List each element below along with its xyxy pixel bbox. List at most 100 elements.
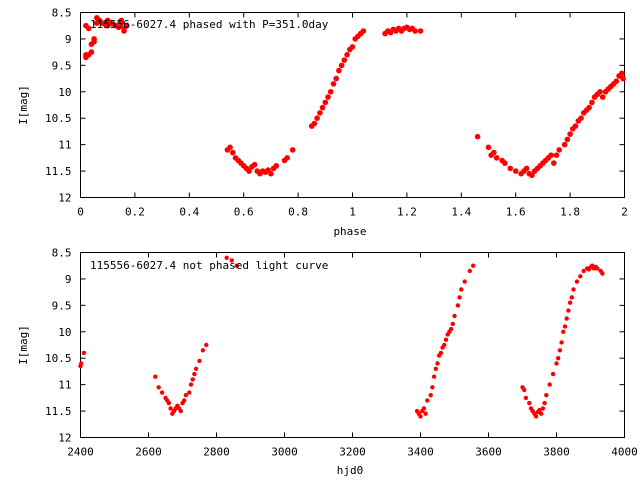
phased-plot-y-tick-label: 9.5 — [52, 59, 72, 72]
phased-plot-data-point — [85, 25, 92, 32]
phased-plot-x-tick-label: 0.6 — [234, 206, 254, 219]
phased-plot-x-axis-label: phase — [333, 225, 366, 238]
phased-plot-data-points — [83, 14, 626, 179]
unphased-plot-data-point — [229, 258, 234, 263]
phased-plot-data-point — [564, 136, 571, 143]
phased-plot-data-point — [556, 147, 562, 153]
unphased-plot-data-point — [178, 408, 183, 414]
unphased-plot-data-point — [554, 361, 559, 366]
phased-plot-data-point — [311, 120, 318, 127]
phased-plot-data-point — [319, 104, 326, 111]
unphased-plot-data-point — [595, 266, 600, 271]
phased-plot-y-tick-label: 10 — [58, 86, 71, 99]
unphased-plot-data-point — [182, 398, 187, 403]
phased-plot-data-point — [336, 67, 342, 74]
phased-plot-data-point — [619, 70, 625, 77]
phased-plot-data-point — [599, 94, 606, 100]
unphased-plot-data-point — [418, 414, 423, 419]
unphased-plot-data-point — [455, 303, 461, 308]
phased-plot-data-point — [553, 152, 560, 158]
unphased-plot-y-tick-labels: 8.5 9 9.5 10 10.5 11 11.5 12 — [45, 247, 72, 445]
unphased-plot-data-point — [544, 393, 549, 398]
unphased-plot-y-tick-label: 9.5 — [52, 299, 72, 312]
phased-plot-data-point — [273, 163, 280, 169]
unphased-plot-title: 115556-6027.4 not phased light curve — [90, 259, 328, 272]
phased-plot-y-tick-label: 11 — [58, 139, 71, 152]
phased-plot-data-point — [284, 155, 291, 161]
phased-plot-x-tick-label: 0.4 — [179, 206, 199, 219]
phased-plot-y-tick-label: 12 — [58, 192, 71, 205]
phased-plot-data-point — [529, 172, 535, 179]
unphased-plot-data-point — [234, 263, 240, 268]
phased-plot-data-point — [314, 115, 320, 121]
phased-plot-data-point — [551, 160, 557, 166]
unphased-plot-y-tick-label: 10 — [58, 326, 71, 339]
unphased-plot-data-point — [430, 385, 435, 390]
phased-plot-data-point — [333, 75, 340, 82]
unphased-plot-x-tick-label: 2800 — [203, 446, 230, 459]
unphased-plot-data-point — [559, 340, 564, 345]
phased-plot-y-tick-label: 11.5 — [45, 165, 72, 178]
phased-plot-data-point — [322, 99, 329, 106]
unphased-plot-data-point — [542, 400, 547, 406]
unphased-plot-data-point — [187, 390, 192, 395]
phased-plot-data-point — [417, 28, 424, 34]
unphased-plot-data-point — [224, 255, 229, 260]
unphased-plot-data-point — [564, 316, 569, 321]
phased-plot-data-point — [344, 52, 350, 58]
phased-plot-x-tick-label: 2 — [621, 206, 628, 219]
unphased-plot-data-point — [561, 329, 566, 334]
phased-plot-data-point — [491, 149, 497, 156]
unphased-plot-ticks — [80, 252, 625, 438]
unphased-plot-data-point — [527, 400, 532, 406]
phased-plot-x-tick-label: 1.8 — [560, 206, 580, 219]
phased-plot-data-point — [121, 28, 127, 34]
unphased-plot-data-point — [571, 287, 576, 292]
unphased-plot-data-point — [452, 313, 457, 319]
unphased-plot-data-point — [188, 382, 194, 387]
phased-plot-data-point — [349, 44, 356, 50]
phased-plot-data-point — [341, 57, 348, 63]
unphased-plot-data-point — [153, 374, 158, 379]
phased-plot-data-point — [325, 94, 331, 100]
unphased-plot-data-point — [192, 371, 197, 377]
phased-plot-data-point — [289, 147, 296, 153]
phased-plot-data-point — [412, 28, 418, 34]
phased-plot-x-tick-label: 0.2 — [125, 206, 145, 219]
unphased-plot-x-tick-label: 3600 — [475, 446, 502, 459]
unphased-plot-x-tick-label: 3400 — [407, 446, 434, 459]
phased-plot-data-point — [620, 75, 626, 82]
unphased-plot-data-point — [423, 411, 428, 416]
unphased-plot-y-tick-label: 11.5 — [45, 405, 72, 418]
phased-plot-x-tick-label: 1.4 — [451, 206, 471, 219]
unphased-plot-data-point — [421, 406, 427, 411]
unphased-plot-data-point — [556, 356, 561, 361]
unphased-plot-data-point — [156, 385, 161, 390]
unphased-plot-data-point — [425, 398, 430, 403]
unphased-plot-data-point — [197, 358, 202, 364]
phased-plot-data-point — [338, 62, 345, 69]
unphased-plot-x-axis-label: hjd0 — [337, 464, 364, 477]
phased-plot-y-axis-label: I[mag] — [17, 85, 30, 125]
phased-plot-y-tick-label: 10.5 — [45, 112, 72, 125]
unphased-plot-data-points — [78, 255, 605, 419]
unphased-plot-data-point — [448, 326, 454, 332]
unphased-plot-data-point — [193, 366, 199, 371]
unphased-plot-data-point — [428, 393, 433, 398]
unphased-plot-data-point — [79, 361, 84, 366]
phased-plot-title: 115556-6027.4 phased with P=351.0day — [90, 18, 329, 31]
phased-plot-data-point — [597, 89, 603, 95]
phased-plot-data-point — [474, 133, 481, 140]
phased-plot-data-point — [317, 110, 323, 116]
phased-plot-data-point — [548, 152, 554, 158]
phased-plot-data-point — [502, 160, 508, 166]
phased-plot-y-tick-label: 9 — [65, 33, 72, 46]
phased-plot-data-point — [523, 165, 530, 172]
phased-plot-ticks — [80, 12, 625, 198]
unphased-plot-y-tick-label: 11 — [58, 379, 71, 392]
unphased-plot-data-point — [569, 295, 574, 300]
unphased-plot-data-point — [574, 279, 580, 284]
phased-plot-data-point — [88, 49, 95, 55]
unphased-plot-x-tick-label: 2600 — [135, 446, 162, 459]
